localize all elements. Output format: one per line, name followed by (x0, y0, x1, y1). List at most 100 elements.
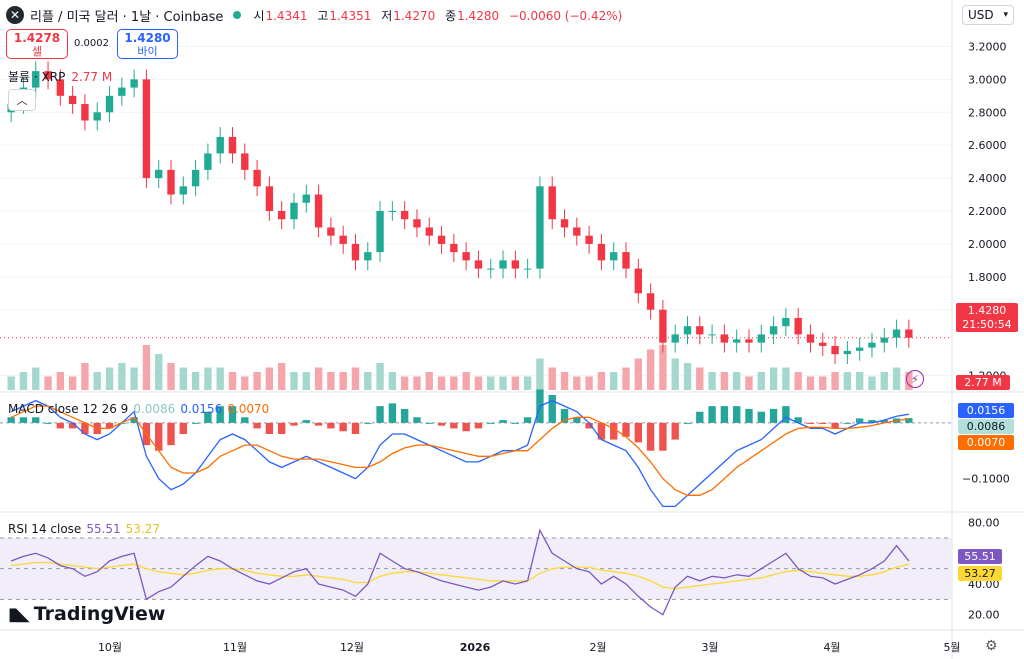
price-tick-label: 2.4000 (968, 172, 1007, 185)
macd-histogram-bar (523, 417, 532, 423)
volume-bar (794, 372, 802, 390)
candle-body (351, 243, 360, 261)
macd-histogram-bar (831, 422, 839, 429)
macd-histogram-bar (560, 408, 569, 423)
volume-bar (142, 345, 151, 390)
volume-bar (487, 376, 495, 390)
volume-bar (622, 367, 630, 390)
candle-body (142, 79, 151, 179)
macd-histogram-bar (610, 422, 618, 440)
xrp-logo-icon: ✕ (6, 6, 24, 24)
volume-legend[interactable]: 볼륨 · XRP 2.77 M (8, 68, 112, 85)
candle-body (68, 95, 77, 105)
macd-histogram-bar (683, 422, 692, 424)
volume-bar (683, 363, 692, 390)
macd-histogram-bar (400, 408, 409, 423)
volume-bar (302, 372, 310, 390)
candle-body (536, 186, 544, 269)
macd-legend-macd: 0.0156 (180, 402, 223, 416)
volume-bar (523, 376, 532, 390)
time-axis-label: 12월 (340, 641, 364, 654)
rsi-tick-label: 20.00 (968, 609, 1000, 622)
rsi-line (10, 528, 910, 616)
currency-select[interactable]: USD ▾ (962, 5, 1014, 25)
macd-histogram-bar (241, 417, 249, 423)
rsi-tick-label: 40.00 (968, 578, 1000, 591)
volume-bar (708, 372, 716, 390)
last-price-tag: 1.4280 21:50:54 (956, 303, 1018, 332)
price-tick-label: 2.0000 (968, 238, 1007, 251)
volume-bar (118, 363, 126, 390)
candle-body (819, 342, 827, 346)
candle-body (290, 202, 298, 220)
macd-histogram-bar (425, 422, 433, 424)
high-label: 고 (317, 8, 329, 23)
macd-histogram-bar (462, 422, 470, 432)
open-value: 1.4341 (265, 8, 308, 23)
lightning-icon[interactable]: ⚡ (906, 370, 924, 388)
macd-legend[interactable]: MACD close 12 26 9 0.0086 0.0156 0.0070 (8, 402, 269, 416)
candle-body (241, 153, 249, 170)
candle-body (437, 235, 446, 244)
candle-body (892, 329, 901, 338)
close-label: 종 (445, 8, 457, 23)
time-axis-label: 10월 (98, 641, 122, 654)
macd-histogram-bar (733, 406, 741, 423)
tradingview-logo[interactable]: ▮◣ TradingView (8, 603, 165, 625)
macd-histogram-bar (388, 403, 397, 423)
time-axis-label: 2월 (589, 641, 606, 654)
candle-body (400, 211, 409, 220)
volume-bar (855, 372, 864, 390)
macd-histogram-bar (437, 422, 446, 426)
macd-histogram-bar (548, 395, 556, 423)
macd-histogram-bar (413, 417, 421, 423)
macd-histogram-bar (105, 422, 114, 429)
symbol-header[interactable]: ✕ 리플 / 미국 달러 · 1날 · Coinbase 시1.4341 고1.… (6, 4, 628, 26)
candle-body (56, 79, 65, 96)
volume-bar (93, 372, 101, 390)
candle-body (167, 169, 175, 195)
candle-body (130, 79, 138, 88)
volume-bar (44, 376, 52, 390)
settings-gear-icon[interactable]: ⚙ (985, 638, 998, 654)
macd-histogram-bar (314, 422, 323, 426)
volume-bar (511, 376, 520, 390)
volume-bar (105, 367, 114, 390)
chevron-up-icon: ︿ (16, 94, 28, 107)
volume-bar (585, 376, 593, 390)
macd-histogram-bar (659, 422, 667, 451)
rsi-legend-value: 55.51 (86, 522, 121, 536)
macd-histogram-bar (68, 422, 77, 429)
volume-bar (56, 372, 65, 390)
macd-histogram-bar (757, 411, 765, 423)
candle-body (44, 71, 52, 80)
volume-bar (831, 372, 839, 390)
macd-histogram-bar (745, 408, 753, 423)
change-value: −0.0060 (−0.42%) (508, 8, 623, 23)
macd-histogram-bar (597, 422, 606, 440)
candle-body (782, 317, 790, 327)
volume-bar (806, 376, 815, 390)
volume-bar (720, 372, 729, 390)
price-tick-label: 3.0000 (968, 73, 1007, 86)
volume-bar (782, 367, 790, 390)
macd-histogram-bar (81, 422, 89, 434)
candle-body (339, 235, 347, 244)
candle-body (499, 260, 507, 269)
candle-body (597, 243, 606, 261)
candle-body (806, 334, 815, 343)
time-axis-label: 5월 (943, 641, 960, 654)
volume-bar (843, 372, 852, 390)
rsi-legend[interactable]: RSI 14 close 55.51 53.27 (8, 522, 160, 536)
price-tick-label: 2.6000 (968, 139, 1007, 152)
collapse-legend-button[interactable]: ︿ (8, 89, 36, 111)
volume-bar (696, 367, 704, 390)
sell-button[interactable]: 1.4278 셀 (6, 29, 68, 59)
volume-bar (253, 372, 261, 390)
buy-button[interactable]: 1.4280 바이 (117, 29, 178, 59)
macd-histogram-bar (44, 422, 52, 424)
candle-body (314, 194, 323, 228)
volume-bar (216, 367, 224, 390)
macd-histogram-bar (204, 411, 212, 423)
